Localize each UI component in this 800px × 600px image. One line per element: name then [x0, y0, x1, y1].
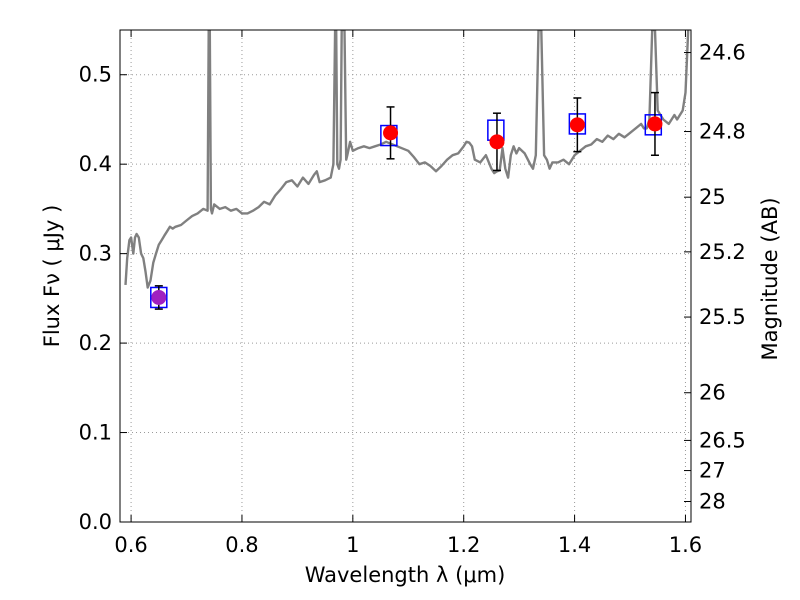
x-tick-label: 1.6	[669, 533, 702, 557]
y-tick-label: 0.2	[79, 331, 112, 355]
x-tick-label: 0.8	[225, 533, 258, 557]
observed-point	[647, 116, 663, 132]
x-tick-label: 0.6	[114, 533, 147, 557]
observed-point	[489, 134, 505, 150]
grid-layer	[120, 30, 691, 523]
observed-point	[383, 125, 399, 141]
observed-point	[151, 289, 167, 305]
right-axis-label: Magnitude (AB)	[758, 197, 782, 360]
x-tick-label: 1.4	[558, 533, 591, 557]
y-axis-label: Flux Fν ( μJy )	[40, 205, 64, 348]
mag-tick-label: 27	[699, 459, 726, 483]
y-tick-label: 0.4	[79, 152, 112, 176]
mag-tick-label: 26.5	[699, 428, 746, 452]
plot-frame	[119, 29, 692, 523]
y-tick-label: 0.5	[79, 63, 112, 87]
observed-point	[569, 117, 585, 133]
mag-tick-label: 24.6	[699, 41, 746, 65]
mag-tick-label: 24.8	[699, 120, 746, 144]
spectrum-line	[124, 30, 690, 289]
y-tick-label: 0.1	[79, 421, 112, 445]
x-tick-label: 1.2	[447, 533, 480, 557]
y-tick-label: 0.3	[79, 242, 112, 266]
mag-tick-label: 28	[699, 490, 726, 514]
points-layer	[150, 91, 663, 310]
spectrum-layer	[124, 30, 690, 289]
mag-tick-label: 25.2	[699, 240, 746, 264]
axis-layer: 0.6 0.8 1 1.2 1.4 1.6 0.0 0.1 0.2 0.3 0.4 0.5 24.6 24…	[79, 30, 746, 557]
x-axis-label: Wavelength λ (μm)	[305, 563, 506, 587]
mag-tick-label: 26	[699, 381, 726, 405]
y-tick-label: 0.0	[79, 510, 112, 534]
x-tick-label: 1	[346, 533, 359, 557]
mag-tick-label: 25	[699, 185, 726, 209]
mag-tick-label: 25.5	[699, 305, 746, 329]
